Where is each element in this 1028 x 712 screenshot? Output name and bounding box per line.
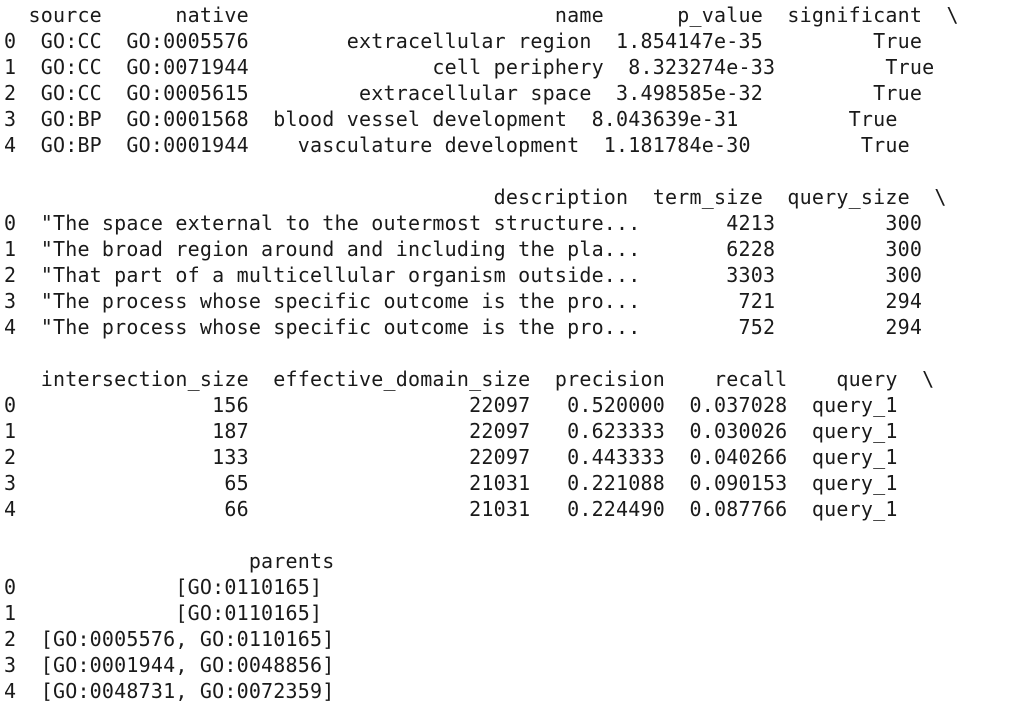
table4-row-3: 3 [GO:0001944, GO:0048856] <box>4 653 335 677</box>
table2-row-0: 0 "The space external to the outermost s… <box>4 211 923 235</box>
blank-line <box>4 522 959 548</box>
table1-row-3: 3 GO:BP GO:0001568 blood vessel developm… <box>4 107 898 131</box>
table1-header-row: source native name p_value significant \ <box>4 3 959 27</box>
table2-row-4: 4 "The process whose specific outcome is… <box>4 315 923 339</box>
table3-row-2: 2 133 22097 0.443333 0.040266 query_1 <box>4 445 898 469</box>
table1-row-1: 1 GO:CC GO:0071944 cell periphery 8.3232… <box>4 55 935 79</box>
table2-row-1: 1 "The broad region around and including… <box>4 237 923 261</box>
table3-row-0: 0 156 22097 0.520000 0.037028 query_1 <box>4 393 898 417</box>
table3-row-1: 1 187 22097 0.623333 0.030026 query_1 <box>4 419 898 443</box>
table4-row-2: 2 [GO:0005576, GO:0110165] <box>4 627 335 651</box>
table3-row-4: 4 66 21031 0.224490 0.087766 query_1 <box>4 497 898 521</box>
table2-row-3: 3 "The process whose specific outcome is… <box>4 289 923 313</box>
table4-row-4: 4 [GO:0048731, GO:0072359] <box>4 679 335 703</box>
table4-row-0: 0 [GO:0110165] <box>4 575 323 599</box>
table1-row-4: 4 GO:BP GO:0001944 vasculature developme… <box>4 133 910 157</box>
table1-row-0: 0 GO:CC GO:0005576 extracellular region … <box>4 29 923 53</box>
table3-header-row: intersection_size effective_domain_size … <box>4 367 935 391</box>
table2-row-2: 2 "That part of a multicellular organism… <box>4 263 923 287</box>
table2-header-row: description term_size query_size \ <box>4 185 947 209</box>
dataframe-output: source native name p_value significant \… <box>4 2 959 704</box>
table4-header-row: parents <box>4 549 335 573</box>
blank-line <box>4 158 959 184</box>
table1-row-2: 2 GO:CC GO:0005615 extracellular space 3… <box>4 81 923 105</box>
table3-row-3: 3 65 21031 0.221088 0.090153 query_1 <box>4 471 898 495</box>
table4-row-1: 1 [GO:0110165] <box>4 601 323 625</box>
blank-line <box>4 340 959 366</box>
